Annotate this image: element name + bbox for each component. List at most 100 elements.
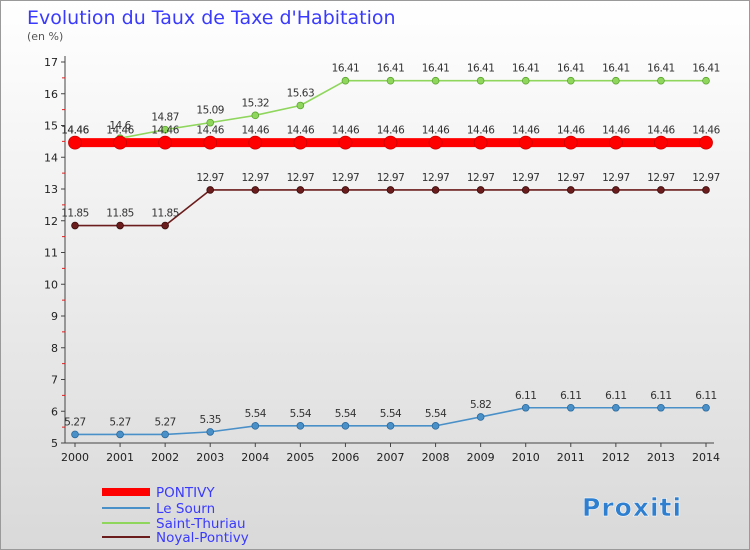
data-point: [116, 430, 124, 439]
data-label: 12.97: [647, 172, 675, 184]
data-label: 16.41: [512, 63, 540, 75]
proxiti-logo: Proxiti: [582, 493, 682, 523]
data-point: [206, 186, 215, 194]
data-point: [71, 221, 79, 230]
data-label: 14.46: [332, 125, 360, 137]
data-point: [563, 135, 578, 150]
y-tick-label: 15: [44, 120, 58, 133]
data-point: [702, 186, 710, 194]
data-label: 6.11: [605, 390, 626, 402]
data-point: [158, 135, 173, 150]
legend-label: Saint-Thuriau: [156, 516, 246, 532]
data-label: 15.63: [287, 87, 315, 99]
data-label: 14.46: [692, 125, 720, 137]
data-point: [476, 413, 485, 421]
data-label: 14.6: [109, 120, 131, 132]
data-label: 14.46: [106, 125, 134, 137]
data-label: 14.46: [151, 125, 179, 137]
data-point: [251, 422, 260, 430]
x-tick-label: 2004: [241, 451, 269, 464]
y-tick-label: 9: [51, 310, 58, 323]
data-label: 12.97: [692, 172, 720, 184]
data-label: 5.54: [245, 408, 267, 420]
data-label: 12.97: [557, 172, 585, 184]
data-label: 16.41: [602, 63, 630, 75]
data-point: [518, 135, 533, 150]
y-tick-label: 12: [44, 215, 58, 228]
data-label: 14.46: [467, 125, 495, 137]
data-label: 14.46: [422, 125, 450, 137]
legend-swatch: [102, 488, 150, 496]
data-label: 16.41: [467, 63, 495, 75]
data-point: [113, 135, 127, 150]
x-tick-label: 2005: [286, 451, 314, 464]
data-point: [566, 403, 575, 412]
x-tick-label: 2012: [602, 451, 630, 464]
chart-title: Evolution du Taux de Taxe d'Habitation: [27, 7, 396, 29]
x-tick-label: 2003: [196, 451, 224, 464]
data-point: [654, 135, 668, 150]
legend-item: Le Sourn: [102, 501, 215, 517]
data-point: [341, 76, 350, 85]
x-tick-label: 2014: [692, 451, 720, 464]
data-label: 12.97: [332, 172, 360, 184]
data-point: [341, 186, 350, 194]
data-point: [612, 403, 620, 412]
data-point: [386, 186, 395, 194]
data-label: 12.97: [467, 172, 495, 184]
y-tick-label: 8: [51, 342, 58, 355]
data-point: [206, 118, 215, 127]
data-label: 12.97: [242, 172, 270, 184]
x-tick-label: 2006: [331, 451, 359, 464]
series-noyal-pontivy: [71, 186, 710, 230]
data-point: [702, 403, 710, 412]
x-tick-label: 2007: [377, 451, 405, 464]
y-tick-label: 5: [51, 437, 58, 450]
data-label: 5.54: [425, 408, 447, 420]
y-tick-label: 7: [51, 374, 58, 387]
data-label: 14.46: [602, 125, 630, 137]
data-point: [657, 76, 665, 85]
data-label: 14.46: [196, 125, 224, 137]
x-tick-label: 2010: [512, 451, 540, 464]
y-tick-label: 16: [44, 88, 58, 101]
data-label: 12.97: [287, 172, 315, 184]
x-tick-label: 2000: [61, 451, 89, 464]
y-tick-label: 14: [44, 151, 58, 164]
data-point: [612, 186, 620, 194]
legend-label: Le Sourn: [156, 501, 215, 517]
data-point: [161, 125, 169, 134]
data-point: [702, 76, 710, 85]
data-label: 14.46: [242, 125, 270, 137]
series-le-sourn: [71, 403, 710, 439]
data-label: 14.46: [61, 125, 89, 137]
data-point: [521, 186, 530, 194]
data-label: 16.41: [692, 63, 720, 75]
data-point: [293, 135, 308, 150]
data-point: [566, 186, 575, 194]
data-label: 16.41: [332, 63, 360, 75]
y-tick-label: 11: [44, 247, 58, 260]
data-point: [473, 135, 488, 150]
data-label: 11.85: [61, 208, 89, 220]
data-label: 12.97: [512, 172, 540, 184]
data-label: 12.97: [422, 172, 450, 184]
data-point: [116, 221, 124, 230]
data-label: 5.82: [470, 399, 491, 411]
data-point: [338, 135, 353, 150]
data-label: 5.27: [109, 416, 130, 428]
data-point: [296, 186, 305, 194]
data-label: 16.41: [557, 63, 585, 75]
data-point: [657, 186, 665, 194]
data-label: 14.46: [287, 125, 315, 137]
data-point: [251, 186, 260, 194]
data-point: [566, 76, 575, 85]
legend-label: PONTIVY: [156, 485, 215, 501]
x-tick-label: 2002: [151, 451, 179, 464]
labels-noyal-pontivy: 11.85 11.85 11.85 12.97 12.97 12.97 12.97 12.97…: [61, 172, 720, 220]
series-pontivy: [68, 135, 713, 150]
data-label: 14.46: [61, 125, 89, 137]
data-label: 5.27: [154, 416, 175, 428]
axes: 5 6 7 8 9 10 11 12 13 14 15 16 17 2000 2001 2002 2003 200…: [44, 56, 720, 464]
data-point: [699, 135, 713, 150]
